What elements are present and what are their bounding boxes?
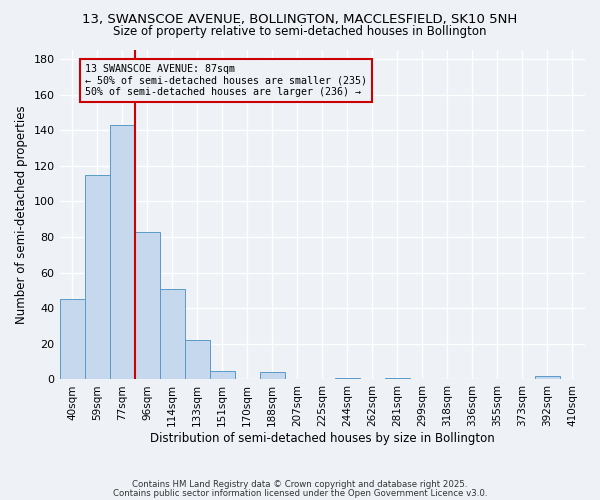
X-axis label: Distribution of semi-detached houses by size in Bollington: Distribution of semi-detached houses by … [150, 432, 494, 445]
Text: Size of property relative to semi-detached houses in Bollington: Size of property relative to semi-detach… [113, 25, 487, 38]
Bar [85, 174, 110, 380]
Bar [209, 370, 235, 380]
Text: Contains public sector information licensed under the Open Government Licence v3: Contains public sector information licen… [113, 488, 487, 498]
Bar [335, 378, 360, 380]
Bar [160, 288, 185, 380]
Bar [59, 300, 85, 380]
Text: Contains HM Land Registry data © Crown copyright and database right 2025.: Contains HM Land Registry data © Crown c… [132, 480, 468, 489]
Bar [260, 372, 285, 380]
Bar [535, 376, 560, 380]
Bar [385, 378, 410, 380]
Y-axis label: Number of semi-detached properties: Number of semi-detached properties [15, 106, 28, 324]
Text: 13 SWANSCOE AVENUE: 87sqm
← 50% of semi-detached houses are smaller (235)
50% of: 13 SWANSCOE AVENUE: 87sqm ← 50% of semi-… [85, 64, 367, 98]
Bar [134, 232, 160, 380]
Bar [185, 340, 209, 380]
Text: 13, SWANSCOE AVENUE, BOLLINGTON, MACCLESFIELD, SK10 5NH: 13, SWANSCOE AVENUE, BOLLINGTON, MACCLES… [82, 12, 518, 26]
Bar [110, 125, 134, 380]
